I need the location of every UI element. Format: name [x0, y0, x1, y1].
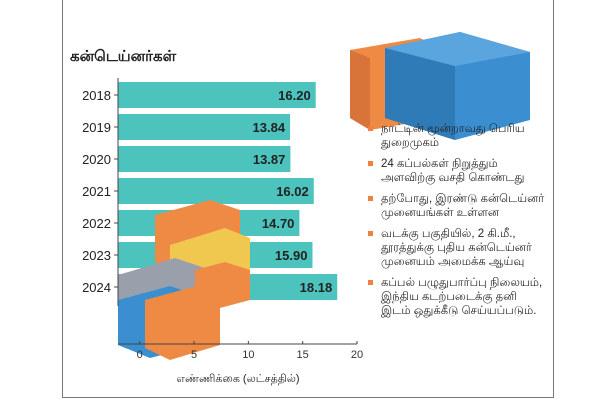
x-tick-label: 20: [351, 349, 363, 361]
y-tick-label: 2021: [82, 184, 111, 199]
containers-illustration-icon: [350, 32, 530, 140]
y-tick-label: 2020: [82, 152, 111, 167]
data-label: 14.70: [262, 216, 295, 231]
data-label: 13.84: [253, 120, 286, 135]
y-tick-label: 2018: [82, 88, 111, 103]
data-label: 15.90: [275, 248, 308, 263]
data-label: 13.87: [253, 152, 286, 167]
stacked-containers-icon: [118, 200, 250, 360]
y-tick-label: 2024: [82, 280, 111, 295]
data-label: 16.02: [276, 184, 309, 199]
bullet-icon: [368, 280, 373, 285]
data-label: 18.18: [300, 280, 333, 295]
bar: [118, 146, 291, 172]
bullet-icon: [368, 196, 373, 201]
data-label: 16.20: [278, 88, 311, 103]
note-item: கப்பல் பழுதுபார்ப்பு நிலையம், இந்திய கடற…: [368, 276, 548, 318]
chart-title: கன்டெய்னர்கள்: [70, 48, 177, 65]
x-axis-label: எண்ணிக்கை (லட்சத்தில்): [176, 373, 299, 385]
bar: [118, 178, 314, 204]
x-tick-label: 0: [137, 349, 143, 361]
bar: [118, 114, 291, 140]
x-tick-label: 15: [297, 349, 309, 361]
x-tick-label: 10: [242, 349, 254, 361]
note-item: 24 கப்பல்கள் நிறுத்தும் அளவிற்கு வசதி கொ…: [368, 157, 548, 185]
note-item: தற்போது, இரண்டு கன்டெய்னர் முனையங்கள் உள…: [368, 192, 548, 220]
bullet-icon: [368, 126, 373, 131]
note-item: நாட்டின் மூன்றாவது பெரிய துறைமுகம்: [368, 122, 548, 150]
y-tick-label: 2019: [82, 120, 111, 135]
bullet-icon: [368, 231, 373, 236]
notes-list: நாட்டின் மூன்றாவது பெரிய துறைமுகம் 24 கப…: [368, 122, 548, 325]
bar: [118, 82, 316, 108]
note-item: வடக்கு பகுதியில், 2 கி.மீ., தூரத்துக்கு …: [368, 227, 548, 269]
bullet-icon: [368, 161, 373, 166]
y-tick-label: 2023: [82, 248, 111, 263]
x-tick-label: 5: [191, 349, 197, 361]
y-tick-label: 2022: [82, 216, 111, 231]
